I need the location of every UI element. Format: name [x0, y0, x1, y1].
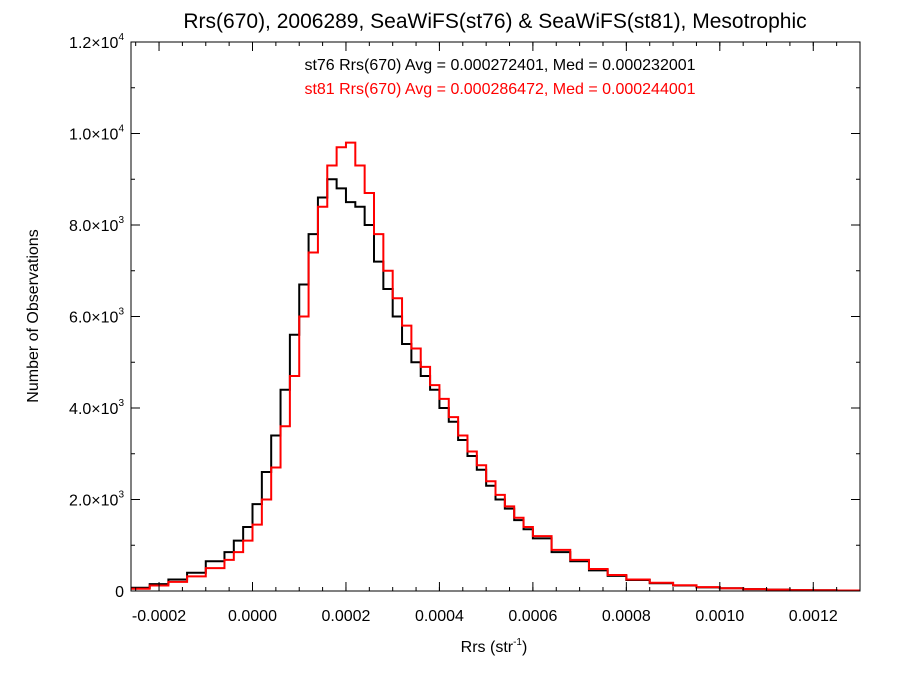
- x-tick-label-2: 0.0002: [321, 608, 370, 625]
- x-tick-label-4: 0.0006: [508, 608, 557, 625]
- x-axis: -0.0002 0.0000 0.0002 0.0004 0.0006 0.0008 0.0…: [132, 42, 838, 625]
- y-tick-label-0: 0: [115, 584, 124, 601]
- x-tick-label-5: 0.0008: [602, 608, 651, 625]
- y-axis-label: Number of Observations: [25, 229, 42, 402]
- y-tick-label-4: 8.0×103: [69, 215, 124, 235]
- plot-frame: [130, 41, 861, 592]
- x-axis-label-tail: ): [522, 639, 527, 656]
- x-tick-label-3: 0.0004: [415, 608, 464, 625]
- y-tick-label-5: 1.0×104: [69, 124, 124, 144]
- x-axis-label-base: Rrs (str: [461, 639, 514, 656]
- series-line-0: [131, 178, 860, 592]
- y-tick-label-3: 6.0×103: [69, 307, 124, 327]
- x-tick-label-1: 0.0000: [228, 608, 277, 625]
- y-tick-label-2: 4.0×103: [69, 398, 124, 418]
- series-line-1: [131, 141, 860, 592]
- x-axis-label-sup: -1: [513, 637, 522, 648]
- x-tick-label-6: 0.0010: [695, 608, 744, 625]
- y-tick-label-1: 2.0×103: [69, 490, 124, 510]
- annotation-st81: st81 Rrs(670) Avg = 0.000286472, Med = 0…: [304, 81, 695, 98]
- series-layer: [131, 141, 860, 592]
- chart-title: Rrs(670), 2006289, SeaWiFS(st76) & SeaWi…: [183, 10, 806, 33]
- x-axis-label: Rrs (str-1): [461, 637, 528, 656]
- x-tick-label-0: -0.0002: [132, 608, 186, 625]
- x-tick-label-7: 0.0012: [789, 608, 838, 625]
- plot-area: [130, 41, 861, 592]
- y-axis: 0 2.0×103 4.0×103 6.0×103 8.0×103 1.0×104 1.2×…: [69, 32, 860, 601]
- y-tick-label-6: 1.2×104: [69, 32, 124, 52]
- annotation-st76: st76 Rrs(670) Avg = 0.000272401, Med = 0…: [304, 57, 695, 74]
